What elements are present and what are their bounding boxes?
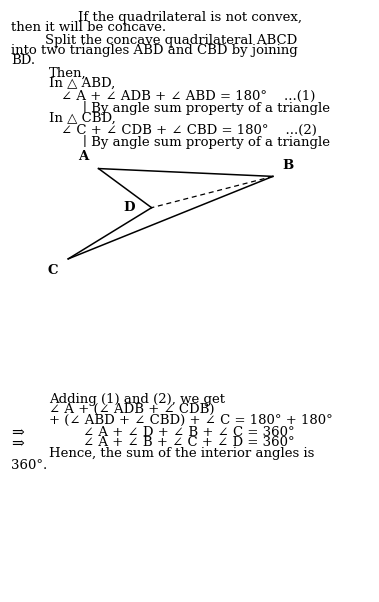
Text: If the quadrilateral is not convex,: If the quadrilateral is not convex, (77, 11, 302, 24)
Text: then it will be concave.: then it will be concave. (11, 21, 166, 34)
Text: into two triangles ABD and CBD by joining: into two triangles ABD and CBD by joinin… (11, 44, 298, 57)
Text: ∠ A + ∠ D + ∠ B + ∠ C = 360°: ∠ A + ∠ D + ∠ B + ∠ C = 360° (83, 426, 295, 439)
Text: C: C (48, 264, 58, 278)
Text: BD.: BD. (11, 54, 36, 67)
Text: ⇒: ⇒ (11, 436, 24, 450)
Text: ∠ A + (∠ ADB + ∠ CDB): ∠ A + (∠ ADB + ∠ CDB) (49, 403, 215, 417)
Text: + (∠ ABD + ∠ CBD) + ∠ C = 180° + 180°: + (∠ ABD + ∠ CBD) + ∠ C = 180° + 180° (49, 414, 333, 427)
Text: 360°.: 360°. (11, 459, 48, 472)
Text: ∣ By angle sum property of a triangle: ∣ By angle sum property of a triangle (83, 101, 330, 114)
Text: Hence, the sum of the interior angles is: Hence, the sum of the interior angles is (49, 447, 315, 461)
Text: Adding (1) and (2), we get: Adding (1) and (2), we get (49, 393, 225, 406)
Text: ∠ A + ∠ B + ∠ C + ∠ D = 360°: ∠ A + ∠ B + ∠ C + ∠ D = 360° (83, 436, 295, 450)
Text: In △ ABD,: In △ ABD, (49, 77, 116, 90)
Text: In △ CBD,: In △ CBD, (49, 111, 116, 125)
Text: ∠ C + ∠ CDB + ∠ CBD = 180°    ...(2): ∠ C + ∠ CDB + ∠ CBD = 180° ...(2) (61, 124, 316, 137)
Text: A: A (78, 150, 89, 163)
Text: B: B (282, 159, 294, 172)
Text: ⇒: ⇒ (11, 426, 24, 439)
Text: D: D (123, 201, 135, 214)
Text: Split the concave quadrilateral ABCD: Split the concave quadrilateral ABCD (45, 34, 298, 47)
Text: ∣ By angle sum property of a triangle: ∣ By angle sum property of a triangle (83, 135, 330, 149)
Text: Then,: Then, (49, 67, 87, 80)
Text: ∠ A + ∠ ADB + ∠ ABD = 180°    ...(1): ∠ A + ∠ ADB + ∠ ABD = 180° ...(1) (61, 90, 315, 103)
